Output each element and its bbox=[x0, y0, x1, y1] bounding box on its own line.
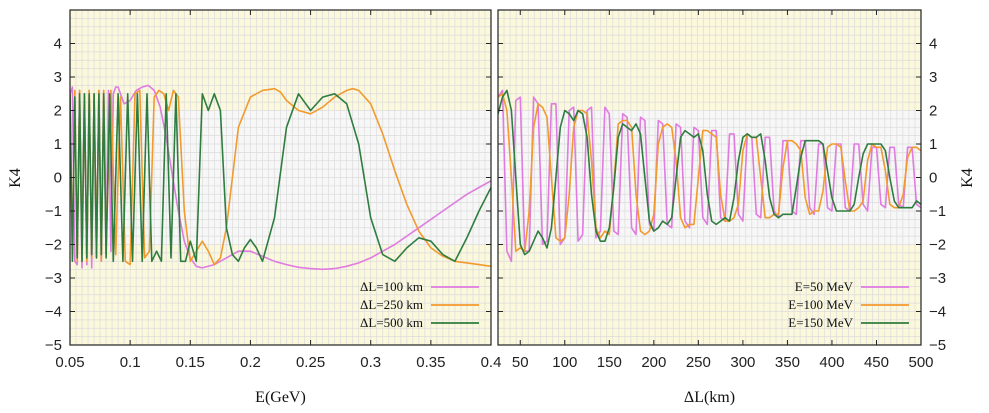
legend: ΔL=100 km ΔL=250 km ΔL=500 km bbox=[360, 279, 479, 330]
x-tick-label: 100 bbox=[552, 354, 577, 371]
x-tick-label: 50 bbox=[512, 354, 529, 371]
legend: E=50 MeV E=100 MeV E=150 MeV bbox=[788, 279, 909, 330]
x-tick-label: 0.4 bbox=[481, 354, 502, 371]
y-tick-label: 0 bbox=[929, 170, 937, 187]
x-tick-label: 0.05 bbox=[55, 354, 84, 371]
chart-panel-1: −5 −4 −3 −2 −1 0 1 2 3 4 0.05 0.1 0.15 0.2 0.25 0.3 0.35… bbox=[7, 10, 501, 406]
y-tick-label: 2 bbox=[54, 103, 62, 120]
x-tick-label: 300 bbox=[730, 354, 755, 371]
y-tick-label: 0 bbox=[54, 170, 62, 187]
y-tick-label: 3 bbox=[54, 69, 62, 86]
y-tick-label: 4 bbox=[54, 36, 62, 53]
x-axis-title: E(GeV) bbox=[255, 389, 306, 406]
legend-label: ΔL=250 km bbox=[360, 297, 423, 312]
x-tick-label: 200 bbox=[641, 354, 666, 371]
legend-label: ΔL=100 km bbox=[360, 279, 423, 294]
x-tick-label: 0.2 bbox=[240, 354, 261, 371]
x-tick-label: 150 bbox=[597, 354, 622, 371]
x-tick-label: 400 bbox=[819, 354, 844, 371]
y-tick-label: −4 bbox=[929, 304, 946, 321]
y-tick-label: 2 bbox=[929, 103, 937, 120]
x-tick-label: 0.15 bbox=[176, 354, 205, 371]
x-tick-label: 0.25 bbox=[296, 354, 325, 371]
y-tick-label: 4 bbox=[929, 36, 937, 53]
y-axis-title: K4 bbox=[7, 168, 24, 188]
legend-label: E=100 MeV bbox=[788, 297, 853, 312]
x-tick-label: 0.3 bbox=[360, 354, 381, 371]
x-tick-label: 500 bbox=[908, 354, 933, 371]
y-tick-label: −1 bbox=[45, 203, 62, 220]
x-tick-label: 350 bbox=[775, 354, 800, 371]
y-tick-label: −5 bbox=[45, 337, 62, 354]
y-axis-title: K4 bbox=[959, 168, 976, 188]
y-tick-label: −2 bbox=[929, 237, 946, 254]
y-tick-label: 1 bbox=[54, 136, 62, 153]
legend-label: E=150 MeV bbox=[788, 315, 853, 330]
y-tick-label: −5 bbox=[929, 337, 946, 354]
x-tick-label: 250 bbox=[686, 354, 711, 371]
y-tick-label: −3 bbox=[929, 270, 946, 287]
y-tick-label: 1 bbox=[929, 136, 937, 153]
x-axis-title: ΔL(km) bbox=[684, 389, 735, 406]
y-tick-label: 3 bbox=[929, 69, 937, 86]
x-tick-label: 450 bbox=[864, 354, 889, 371]
x-tick-label: 0.35 bbox=[416, 354, 445, 371]
y-tick-label: −4 bbox=[45, 304, 62, 321]
y-tick-label: −3 bbox=[45, 270, 62, 287]
legend-label: E=50 MeV bbox=[795, 279, 854, 294]
y-tick-label: −2 bbox=[45, 237, 62, 254]
legend-label: ΔL=500 km bbox=[360, 315, 423, 330]
y-tick-label: −1 bbox=[929, 203, 946, 220]
x-tick-label: 0.1 bbox=[120, 354, 141, 371]
